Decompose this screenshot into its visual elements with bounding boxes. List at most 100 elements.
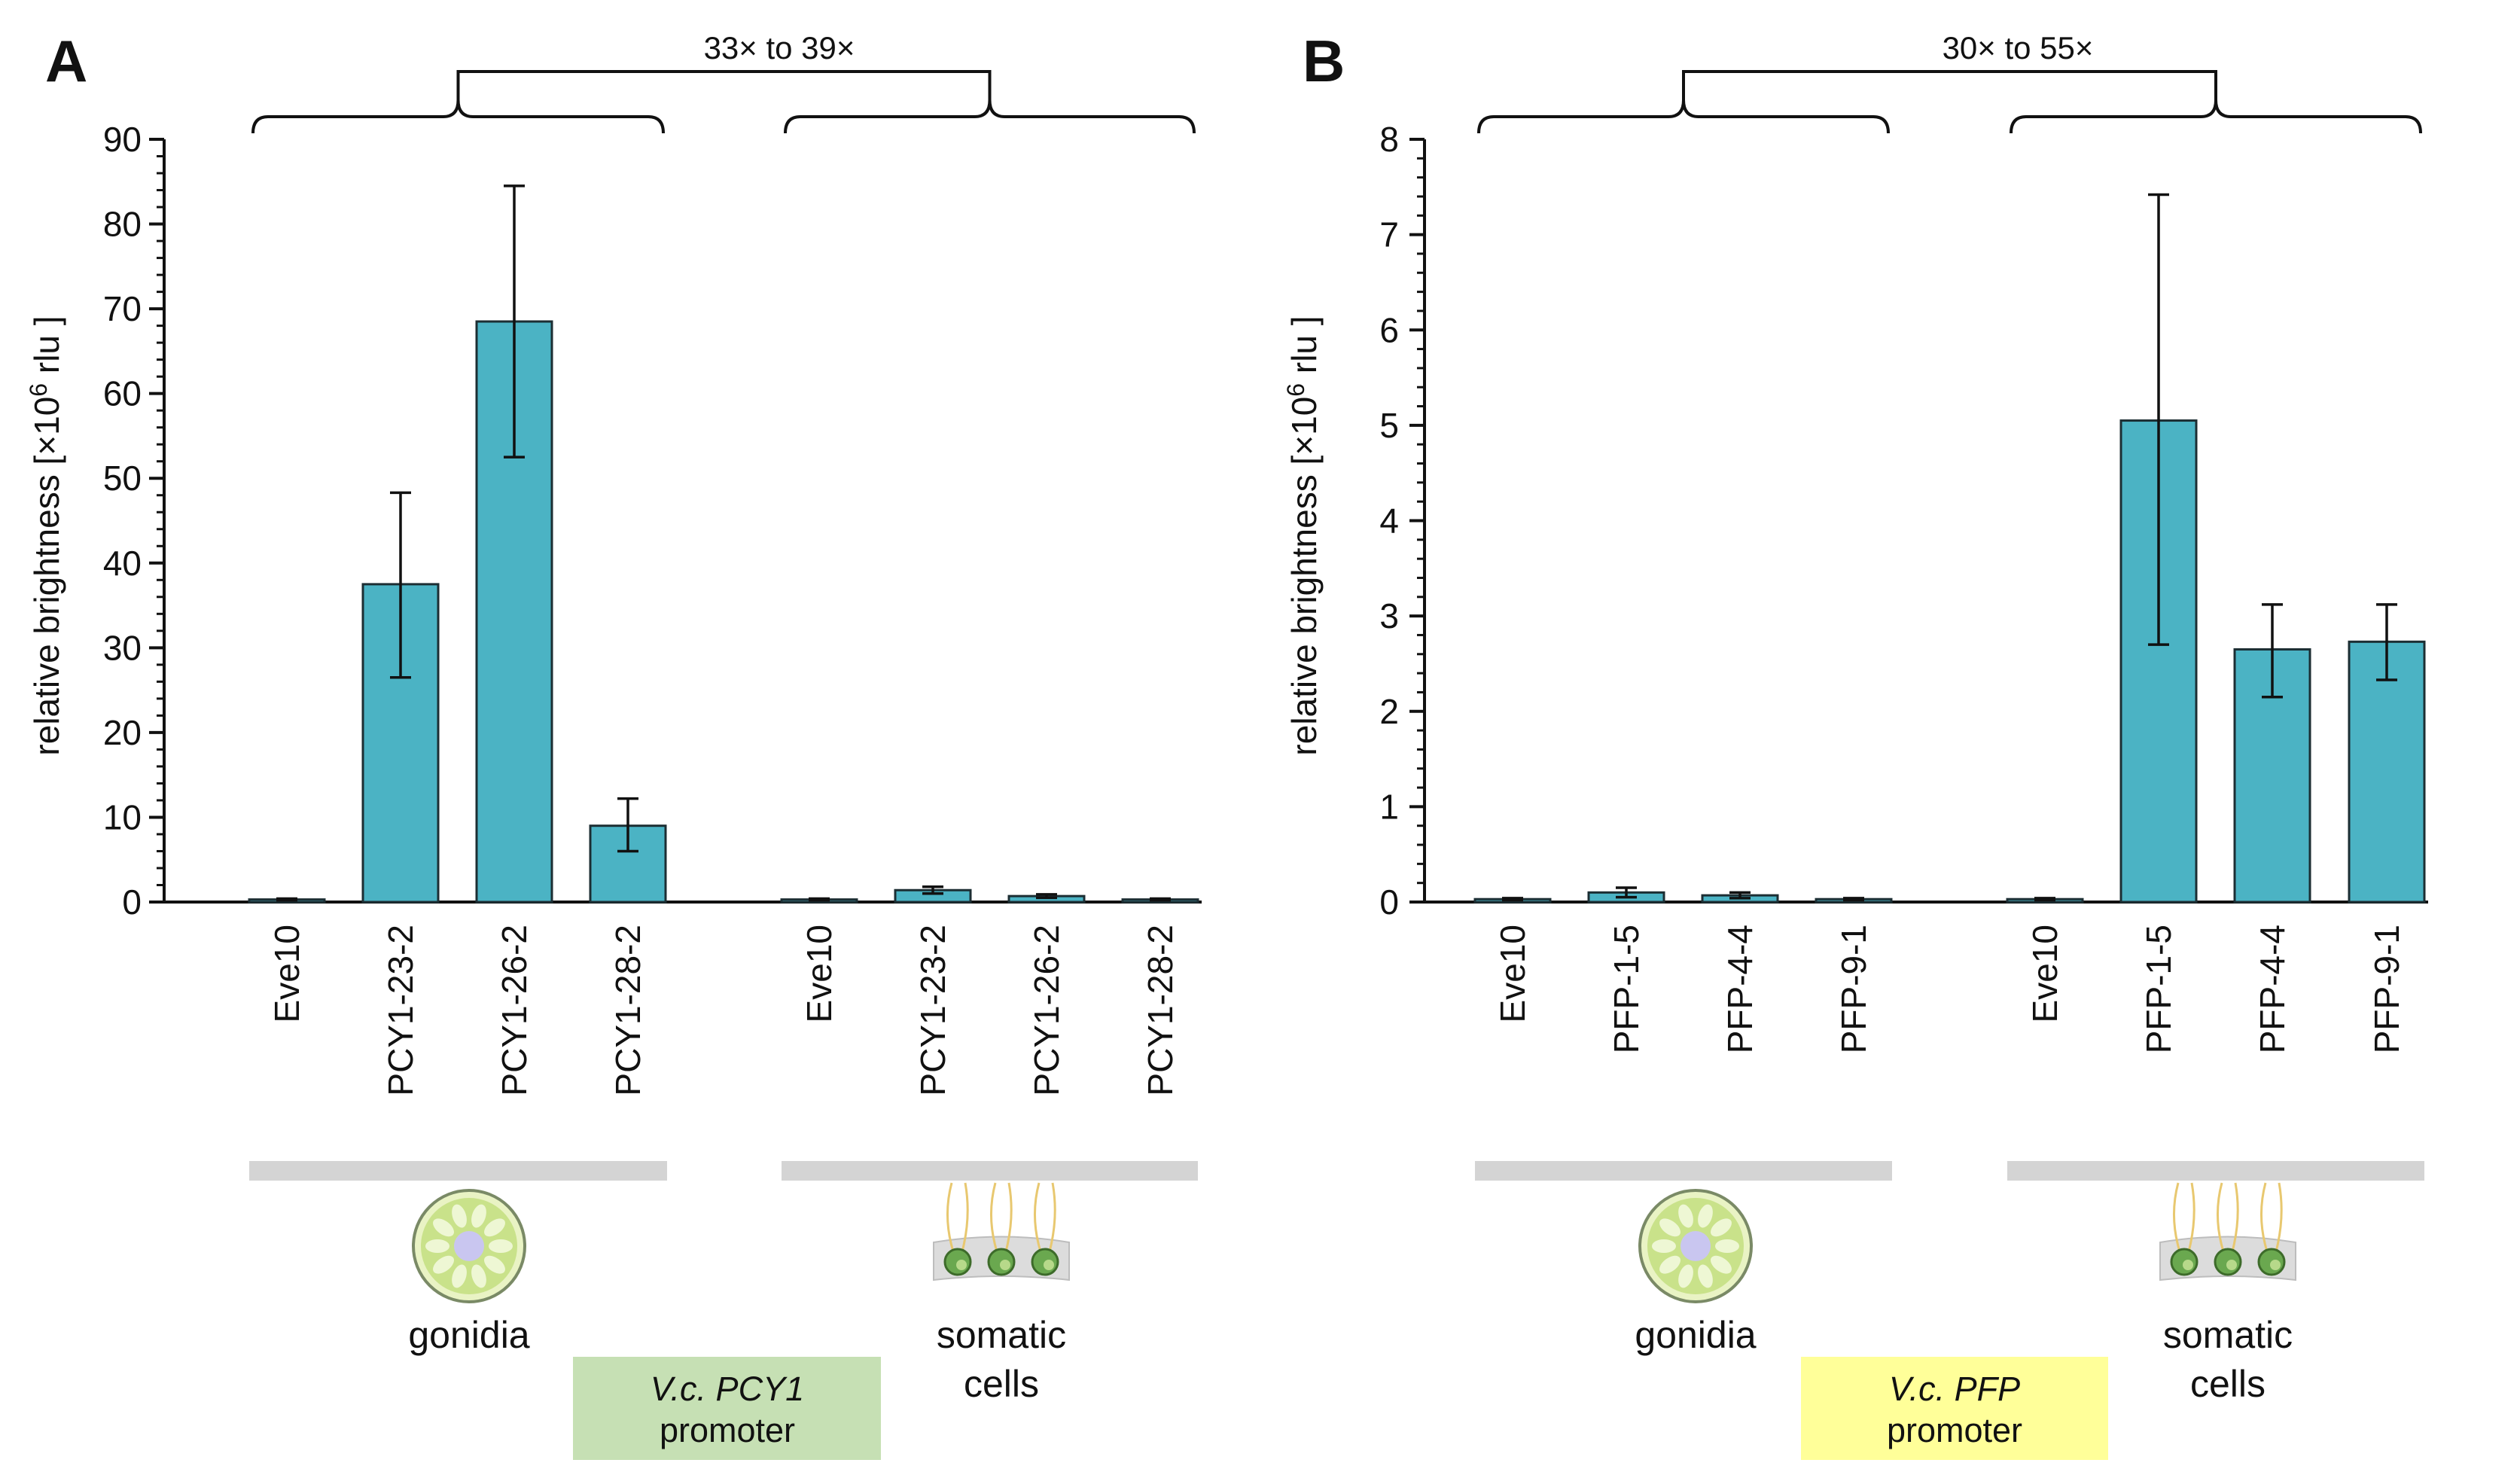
y-axis-label-a: relative brightness [×106 rlu ]: [25, 315, 66, 755]
group-label-somatic-line2-a: cells: [964, 1363, 1039, 1405]
y-tick-label: 3: [1379, 596, 1399, 635]
y-axis-label-b: relative brightness [×106 rlu ]: [1282, 315, 1324, 755]
gonidium-chloroplast-lobe: [483, 1218, 505, 1237]
gonidium-chloroplast-lobe: [1652, 1239, 1676, 1253]
promoter-name-b: V.c. PFP: [1889, 1370, 2020, 1408]
y-tick-label: 60: [103, 374, 142, 413]
category-label-a-0-0: Eve10: [267, 925, 306, 1022]
category-label-a-1-2: PCY1-26-2: [1027, 925, 1066, 1096]
flagellum: [2173, 1182, 2181, 1252]
category-label-a-0-3: PCY1-28-2: [608, 925, 648, 1096]
gonidium-nucleus: [454, 1231, 484, 1261]
flagellum: [961, 1182, 969, 1252]
flagellum: [990, 1182, 998, 1252]
group-label-gonidia-b: gonidia: [1635, 1314, 1756, 1356]
group-label-somatic-b: somatic cells: [2163, 1314, 2293, 1405]
panel-b: B 30× to 55× gonidia somatic cells V.c. …: [1282, 28, 2428, 1460]
y-tick-label: 70: [103, 289, 142, 328]
somatic-cell-eyespot: [2270, 1260, 2281, 1270]
group-brace-a-1: [784, 99, 1196, 134]
comparison-bracket-a: [456, 70, 992, 100]
group-brace-b-1: [2010, 99, 2422, 134]
group-label-somatic-line1-a: somatic: [937, 1314, 1066, 1356]
gonidium-icon: [1638, 1189, 1753, 1303]
gonidium-chloroplast-lobe: [483, 1255, 505, 1274]
comparison-label-b: 30× to 55×: [1943, 30, 2094, 66]
somatic-cell-eyespot: [1044, 1260, 1054, 1270]
category-label-b-0-2: PFP-4-4: [1720, 925, 1760, 1053]
y-tick-label: 7: [1379, 215, 1399, 254]
y-tick-label: 90: [103, 120, 142, 159]
gonidium-chloroplast-lobe: [1678, 1204, 1693, 1228]
flagellum: [2275, 1182, 2283, 1252]
y-tick-label: 4: [1379, 501, 1399, 541]
panel-letter-a: A: [45, 28, 87, 94]
gonidium-chloroplast-lobe: [471, 1204, 486, 1228]
gonidium-chloroplast-lobe: [489, 1239, 513, 1253]
group-label-somatic-line1-b: somatic: [2163, 1314, 2293, 1356]
somatic-cell-eyespot: [2226, 1260, 2237, 1270]
category-label-b-1-2: PFP-4-4: [2253, 925, 2292, 1053]
gonidium-nucleus: [1681, 1231, 1711, 1261]
group-label-gonidia-text-b: gonidia: [1635, 1314, 1756, 1356]
y-tick-label: 40: [103, 544, 142, 583]
category-label-a-1-1: PCY1-23-2: [913, 925, 952, 1096]
gonidium-chloroplast-lobe: [433, 1218, 455, 1237]
gonidium-chloroplast-lobe: [1710, 1218, 1732, 1237]
gonidium-chloroplast-lobe: [1659, 1255, 1681, 1274]
category-label-b-1-1: PFP-1-5: [2139, 925, 2178, 1053]
gonidium-chloroplast-lobe: [425, 1239, 449, 1253]
category-label-a-1-0: Eve10: [800, 925, 839, 1022]
y-tick-label: 0: [1379, 882, 1399, 922]
flagellum: [946, 1182, 955, 1252]
gonidium-chloroplast-lobe: [452, 1264, 467, 1288]
promoter-name-a: V.c. PCY1: [651, 1370, 804, 1408]
somatic-cell-eyespot: [2183, 1260, 2193, 1270]
group-label-gonidia-a: gonidia: [408, 1314, 529, 1356]
gonidium-icon: [412, 1189, 526, 1303]
y-tick-label: 6: [1379, 310, 1399, 349]
group-label-somatic-line2-b: cells: [2190, 1363, 2266, 1405]
somatic-cells-icon: [933, 1182, 1070, 1281]
gonidium-chloroplast-lobe: [1678, 1264, 1693, 1288]
y-tick-label: 10: [103, 797, 142, 837]
gonidium-chloroplast-lobe: [1659, 1218, 1681, 1237]
category-label-a-1-3: PCY1-28-2: [1141, 925, 1180, 1096]
category-label-b-1-3: PFP-9-1: [2367, 925, 2406, 1053]
group-bar-a-0: [249, 1161, 667, 1181]
flagellum: [1034, 1182, 1042, 1252]
group-bar-a-1: [782, 1161, 1198, 1181]
somatic-cell-eyespot: [956, 1260, 967, 1270]
gonidium-chloroplast-lobe: [433, 1255, 455, 1274]
y-tick-label: 30: [103, 628, 142, 667]
promoter-word-b: promoter: [1887, 1411, 2022, 1449]
somatic-cell-eyespot: [1000, 1260, 1010, 1270]
promoter-box-a: [573, 1357, 881, 1460]
y-tick-label: 0: [122, 882, 142, 922]
bar-b-1-3: [2348, 640, 2426, 904]
comparison-bracket-b: [1682, 70, 2217, 100]
promoter-box-b: [1801, 1357, 2108, 1460]
flagellum: [2217, 1182, 2225, 1252]
category-label-b-1-0: Eve10: [2025, 925, 2064, 1022]
y-tick-label: 8: [1379, 120, 1399, 159]
y-tick-label: 1: [1379, 787, 1399, 826]
group-brace-a-0: [251, 99, 665, 134]
flagellum: [1048, 1182, 1056, 1252]
flagellum: [1004, 1182, 1013, 1252]
y-tick-label: 2: [1379, 692, 1399, 731]
flagellum: [2260, 1182, 2269, 1252]
y-tick-label: 20: [103, 713, 142, 752]
gonidium-chloroplast-lobe: [1710, 1255, 1732, 1274]
promoter-word-a: promoter: [660, 1411, 795, 1449]
comparison-label-a: 33× to 39×: [704, 30, 855, 66]
category-label-b-0-3: PFP-9-1: [1834, 925, 1873, 1053]
category-label-a-0-1: PCY1-23-2: [381, 925, 420, 1096]
group-bar-b-0: [1475, 1161, 1892, 1181]
somatic-cells-icon: [2159, 1182, 2296, 1281]
group-bar-b-1: [2007, 1161, 2424, 1181]
category-label-b-0-1: PFP-1-5: [1607, 925, 1646, 1053]
y-tick-label: 80: [103, 205, 142, 244]
group-brace-b-0: [1477, 99, 1890, 134]
